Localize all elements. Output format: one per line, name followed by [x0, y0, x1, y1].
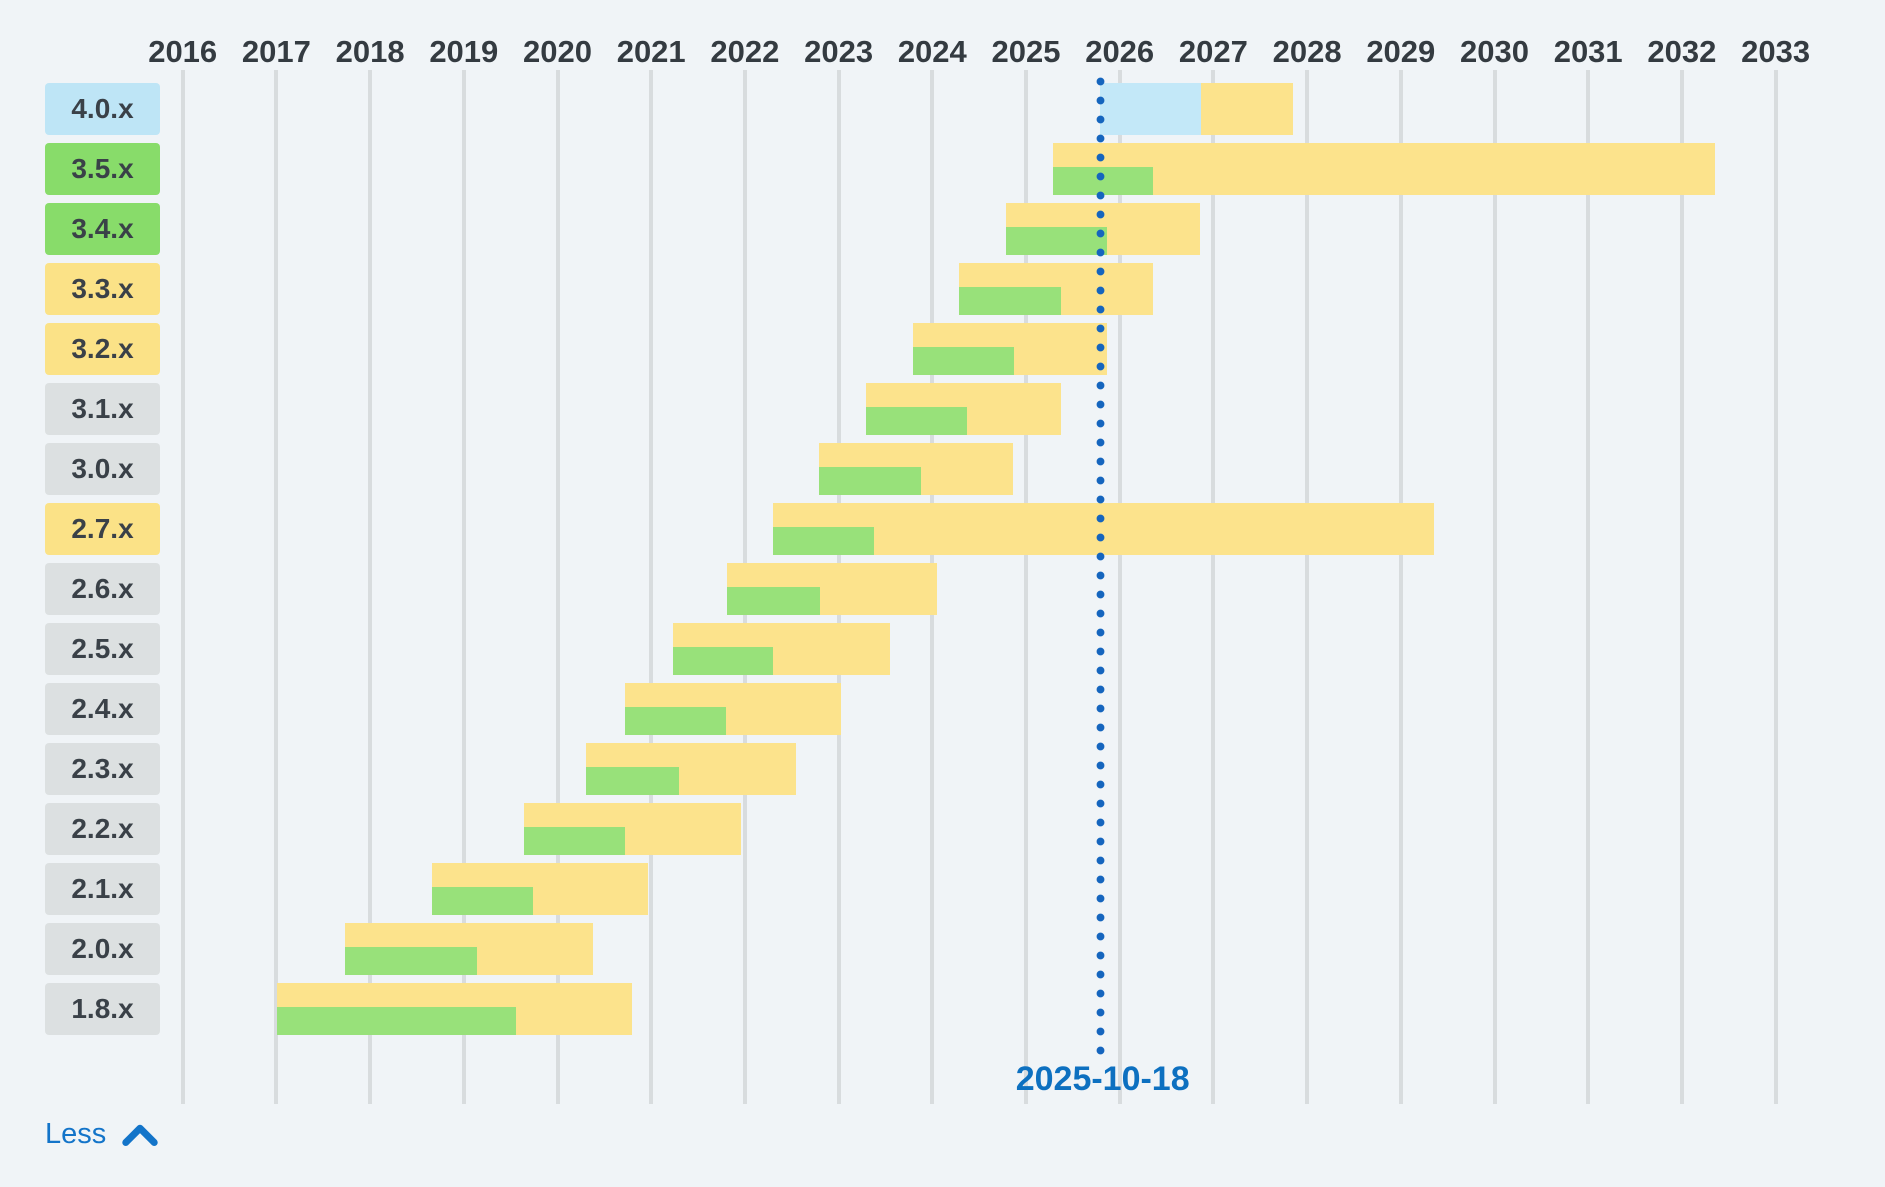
active-support-bar-3.1.x[interactable] [865, 407, 967, 435]
version-badge-3.3.x[interactable]: 3.3.x [45, 263, 160, 315]
today-line [1096, 72, 1106, 1064]
active-support-bar-2.5.x[interactable] [672, 647, 773, 675]
less-button[interactable]: Less [45, 1118, 158, 1151]
gridline-2033 [1773, 70, 1778, 1104]
gridline-2016 [180, 70, 185, 1104]
active-support-bar-2.2.x[interactable] [523, 827, 625, 855]
active-support-bar-3.4.x[interactable] [1006, 227, 1107, 255]
gridline-2020 [555, 70, 560, 1104]
security-support-bar-3.5.x[interactable] [1053, 143, 1715, 195]
year-label-2026: 2026 [1085, 34, 1155, 69]
active-support-bar-2.1.x[interactable] [431, 887, 534, 915]
chevron-up-icon [122, 1124, 158, 1146]
year-label-2016: 2016 [148, 34, 218, 69]
version-badge-2.2.x[interactable]: 2.2.x [45, 803, 160, 855]
version-badge-2.1.x[interactable]: 2.1.x [45, 863, 160, 915]
gridline-2027 [1211, 70, 1216, 1104]
active-support-bar-2.7.x[interactable] [773, 527, 875, 555]
gridline-2018 [368, 70, 373, 1104]
version-badge-3.0.x[interactable]: 3.0.x [45, 443, 160, 495]
year-label-2030: 2030 [1460, 34, 1529, 69]
year-label-2032: 2032 [1647, 34, 1717, 69]
version-badge-3.5.x[interactable]: 3.5.x [45, 143, 160, 195]
gridline-2029 [1398, 70, 1403, 1104]
version-badge-3.1.x[interactable]: 3.1.x [45, 383, 160, 435]
gridline-2030 [1492, 70, 1497, 1104]
year-label-2019: 2019 [429, 34, 499, 69]
active-support-bar-2.4.x[interactable] [624, 707, 727, 735]
year-label-2021: 2021 [616, 34, 686, 69]
version-badge-3.4.x[interactable]: 3.4.x [45, 203, 160, 255]
gridline-2017 [274, 70, 279, 1104]
today-date-label: 2025-10-18 [1015, 1060, 1190, 1098]
year-label-2023: 2023 [804, 34, 874, 69]
version-badge-2.3.x[interactable]: 2.3.x [45, 743, 160, 795]
version-badge-1.8.x[interactable]: 1.8.x [45, 983, 160, 1035]
version-badge-2.6.x[interactable]: 2.6.x [45, 563, 160, 615]
gridline-2019 [461, 70, 466, 1104]
upcoming-bar-4.0.x[interactable] [1100, 83, 1202, 135]
active-support-bar-1.8.x[interactable] [277, 1007, 517, 1035]
year-label-2018: 2018 [335, 34, 405, 69]
year-label-2025: 2025 [991, 34, 1061, 69]
version-badge-2.5.x[interactable]: 2.5.x [45, 623, 160, 675]
version-badge-3.2.x[interactable]: 3.2.x [45, 323, 160, 375]
active-support-bar-2.6.x[interactable] [727, 587, 820, 615]
version-badge-4.0.x[interactable]: 4.0.x [45, 83, 160, 135]
year-label-2020: 2020 [523, 34, 592, 69]
less-button-label: Less [45, 1118, 107, 1150]
active-support-bar-2.3.x[interactable] [585, 767, 680, 795]
year-label-2017: 2017 [241, 34, 311, 69]
version-badge-2.4.x[interactable]: 2.4.x [45, 683, 160, 735]
year-label-2027: 2027 [1178, 34, 1248, 69]
active-support-bar-3.0.x[interactable] [818, 467, 922, 495]
gridline-2026 [1117, 70, 1122, 1104]
year-label-2031: 2031 [1553, 34, 1623, 69]
gridline-2028 [1305, 70, 1310, 1104]
security-support-bar-4.0.x[interactable] [1201, 83, 1294, 135]
version-badge-2.7.x[interactable]: 2.7.x [45, 503, 160, 555]
year-label-2029: 2029 [1366, 34, 1436, 69]
version-badge-2.0.x[interactable]: 2.0.x [45, 923, 160, 975]
active-support-bar-2.0.x[interactable] [344, 947, 477, 975]
gridline-2031 [1586, 70, 1591, 1104]
year-label-2022: 2022 [710, 34, 780, 69]
gridline-2021 [649, 70, 654, 1104]
active-support-bar-3.3.x[interactable] [959, 287, 1061, 315]
year-label-2024: 2024 [897, 34, 967, 69]
active-support-bar-3.2.x[interactable] [912, 347, 1014, 375]
gridline-2032 [1679, 70, 1684, 1104]
gridline-2025 [1024, 70, 1028, 1104]
year-label-2028: 2028 [1272, 34, 1342, 69]
year-label-2033: 2033 [1741, 34, 1811, 69]
